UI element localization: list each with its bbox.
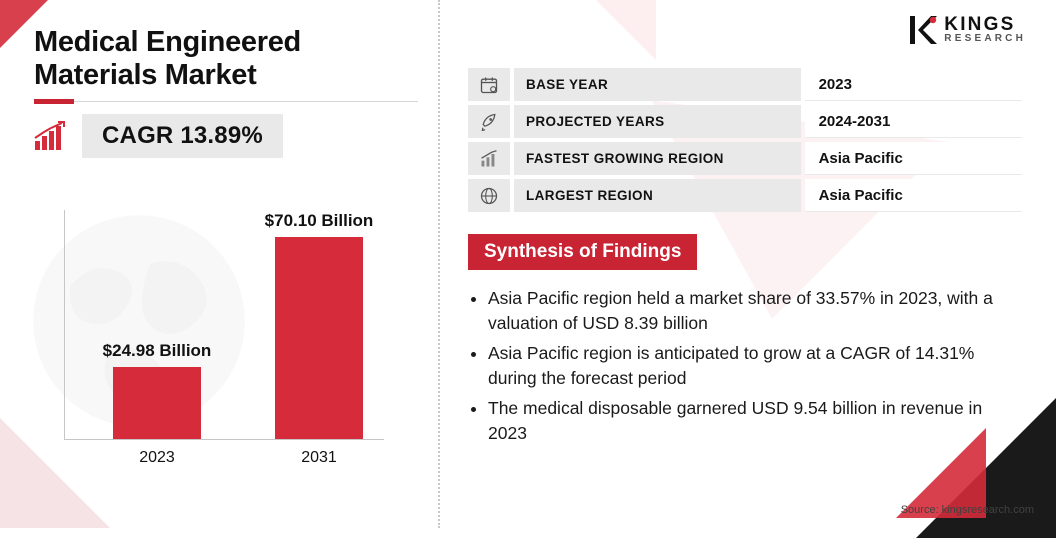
source-credit: Source: kingsresearch.com <box>901 504 1034 516</box>
chart-bar: $70.10 Billion2031 <box>275 237 363 439</box>
logo-mark-icon <box>908 14 938 46</box>
logo-text-bottom: RESEARCH <box>944 34 1026 44</box>
bar-category-label: 2031 <box>259 449 379 467</box>
stat-value: 2023 <box>805 68 1022 101</box>
stat-value: Asia Pacific <box>805 179 1022 212</box>
stat-row: LARGEST REGIONAsia Pacific <box>468 179 1022 212</box>
stat-label: LARGEST REGION <box>514 179 801 212</box>
growth-chart-icon <box>34 121 68 151</box>
logo-text-top: KINGS <box>944 16 1026 34</box>
title-underline <box>34 101 418 102</box>
bar-fill <box>113 367 201 439</box>
stat-label: BASE YEAR <box>514 68 801 101</box>
stat-label: FASTEST GROWING REGION <box>514 142 801 175</box>
stat-value: 2024-2031 <box>805 105 1022 138</box>
bar-value-label: $24.98 Billion <box>97 341 217 361</box>
bar-category-label: 2023 <box>97 449 217 467</box>
bar-chart: $24.98 Billion2023$70.10 Billion2031 <box>34 176 404 476</box>
chart-bar: $24.98 Billion2023 <box>113 367 201 439</box>
bar-fill <box>275 237 363 439</box>
cagr-badge: CAGR 13.89% <box>82 114 283 158</box>
findings-heading: Synthesis of Findings <box>468 234 697 270</box>
bar-value-label: $70.10 Billion <box>259 211 379 231</box>
stat-row: FASTEST GROWING REGIONAsia Pacific <box>468 142 1022 175</box>
finding-item: The medical disposable garnered USD 9.54… <box>488 396 1022 447</box>
stat-row: PROJECTED YEARS2024-2031 <box>468 105 1022 138</box>
stat-row: BASE YEAR2023 <box>468 68 1022 101</box>
stat-label: PROJECTED YEARS <box>514 105 801 138</box>
report-title: Medical Engineered Materials Market <box>34 26 418 93</box>
findings-list: Asia Pacific region held a market share … <box>468 286 1022 446</box>
left-panel: Medical Engineered Materials Market CAGR… <box>0 0 440 528</box>
brand-logo: KINGS RESEARCH <box>908 14 1026 46</box>
stats-table: BASE YEAR2023PROJECTED YEARS2024-2031FAS… <box>468 68 1022 212</box>
stat-value: Asia Pacific <box>805 142 1022 175</box>
right-panel: KINGS RESEARCH BASE YEAR2023PROJECTED YE… <box>440 0 1056 528</box>
cagr-row: CAGR 13.89% <box>34 114 418 158</box>
calendar-icon <box>468 68 510 101</box>
finding-item: Asia Pacific region held a market share … <box>488 286 1022 337</box>
finding-item: Asia Pacific region is anticipated to gr… <box>488 341 1022 392</box>
globe-icon <box>468 179 510 212</box>
rocket-icon <box>468 105 510 138</box>
growth-icon <box>468 142 510 175</box>
